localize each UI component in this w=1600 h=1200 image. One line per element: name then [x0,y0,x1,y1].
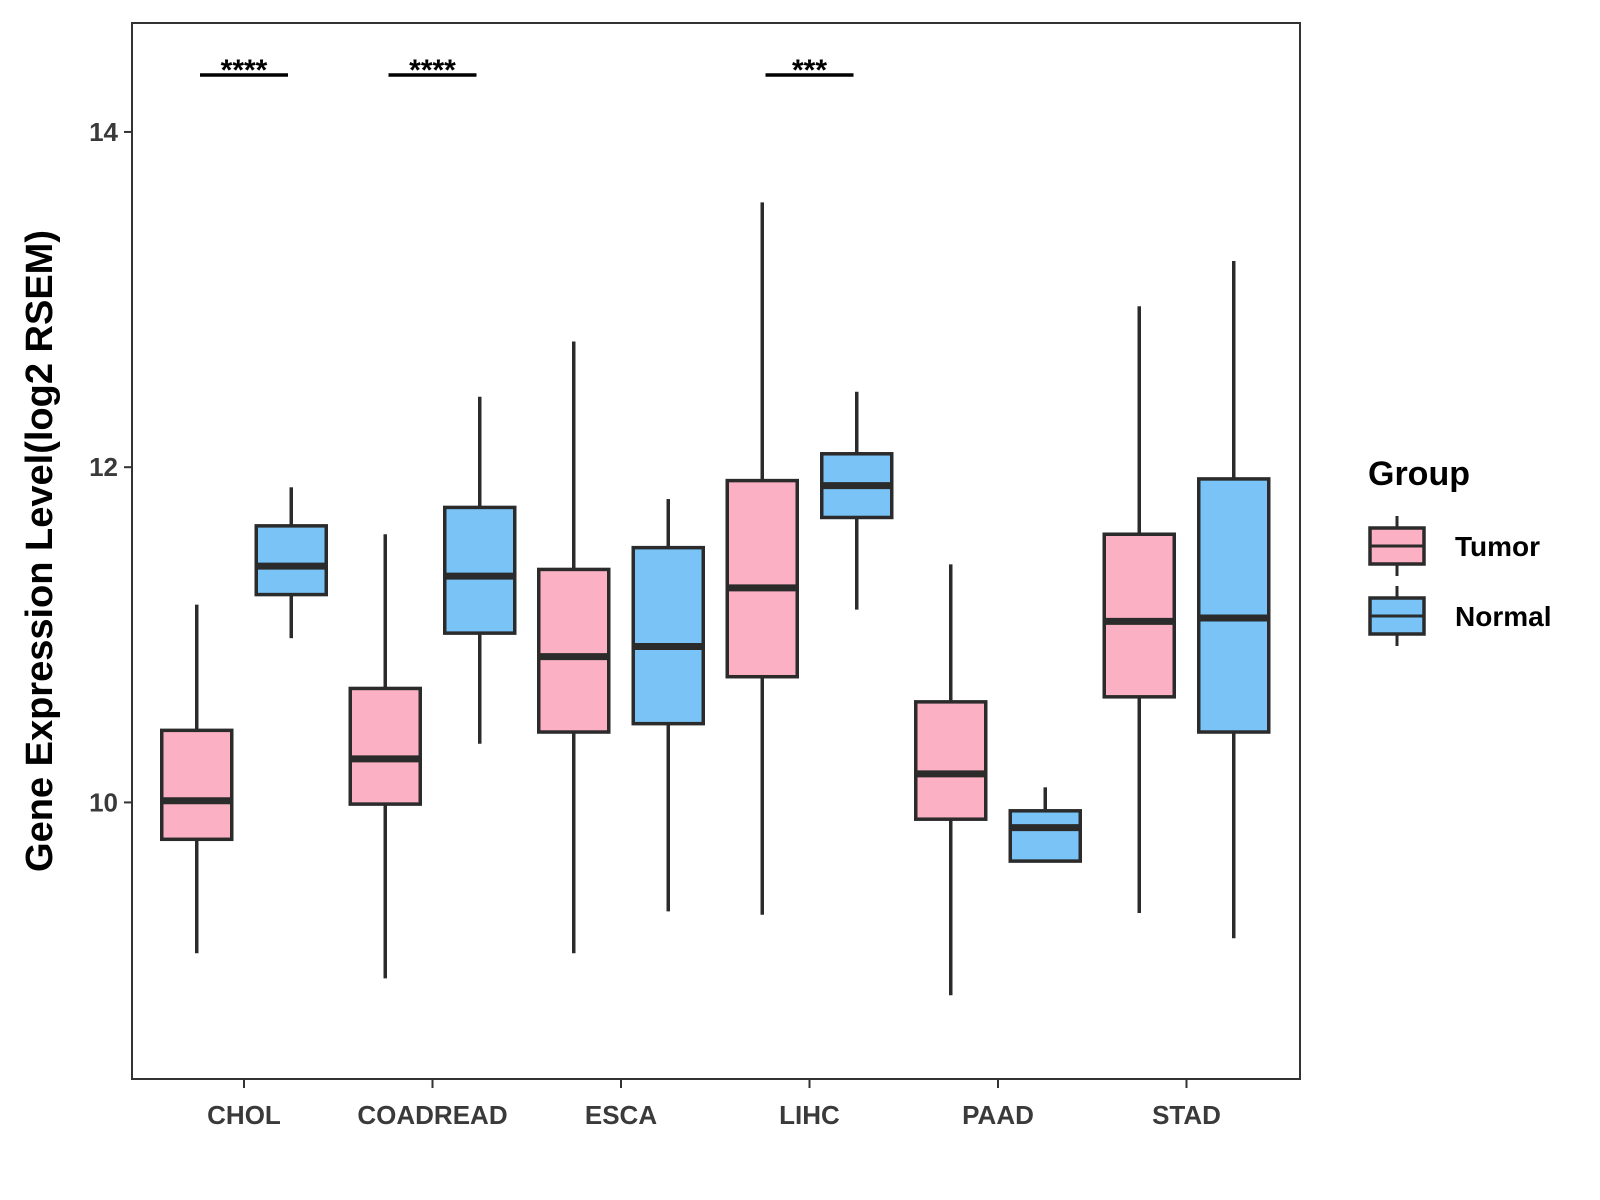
significance-label-lihc: *** [792,54,827,87]
box-iqr [725,478,799,679]
y-tick-label-10: 10 [89,787,118,817]
boxes-layer [160,202,1271,996]
box-iqr [631,545,705,726]
box-chol-normal [254,487,328,639]
box-iqr [160,728,234,842]
y-tick-label-14: 14 [89,117,118,147]
box-iqr [1008,809,1082,863]
x-tick-label-chol: CHOL [207,1100,281,1130]
box-paad-normal [1008,787,1082,863]
box-iqr [443,505,517,635]
box-iqr [348,686,422,806]
box-stad-tumor [1102,306,1176,914]
x-tick-label-stad: STAD [1152,1100,1221,1130]
x-tick-label-lihc: LIHC [779,1100,840,1130]
box-iqr [254,524,328,597]
legend-key-normal [1368,586,1426,646]
box-iqr [1197,477,1271,734]
box-iqr [537,567,611,734]
legend-label-tumor: Tumor [1455,531,1540,562]
x-tick-label-coadread: COADREAD [357,1100,507,1130]
significance-layer: **** **** *** [200,54,854,87]
x-tick-label-paad: PAAD [962,1100,1034,1130]
box-lihc-tumor [725,202,799,915]
box-paad-tumor [914,564,988,996]
box-esca-normal [631,499,705,912]
box-esca-tumor [537,341,611,954]
legend: Group Tumor Normal [1368,455,1551,646]
box-chol-tumor [160,604,234,954]
legend-key-tumor [1368,516,1426,576]
legend-title: Group [1368,455,1470,493]
box-iqr [914,700,988,821]
legend-label-normal: Normal [1455,601,1551,632]
x-axis: CHOL COADREAD ESCA LIHC PAAD STAD [207,1079,1221,1130]
box-coadread-normal [443,396,517,744]
box-stad-normal [1197,261,1271,939]
box-lihc-normal [820,391,894,610]
box-iqr [1102,532,1176,699]
x-tick-label-esca: ESCA [585,1100,657,1130]
y-axis: 10 12 14 [89,117,132,817]
y-axis-title: Gene Expression Level(log2 RSEM) [19,230,61,872]
box-coadread-tumor [348,534,422,979]
y-tick-label-12: 12 [89,452,118,482]
significance-label-chol: **** [221,54,268,87]
significance-label-coadread: **** [409,54,456,87]
